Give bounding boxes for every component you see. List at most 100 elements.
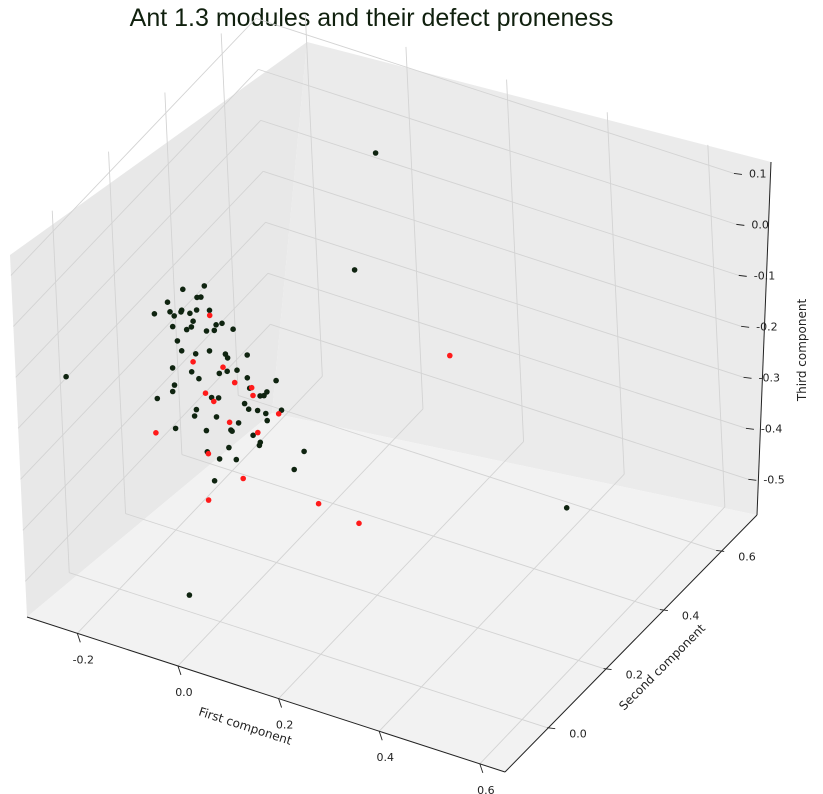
non-defective-point bbox=[213, 414, 220, 420]
left-pane bbox=[10, 42, 307, 617]
non-defective-point bbox=[241, 400, 248, 407]
x-tick-label: 0.0 bbox=[175, 686, 193, 699]
z-axis-label: Third component bbox=[795, 299, 809, 403]
non-defective-point bbox=[178, 348, 185, 354]
non-defective-point bbox=[201, 283, 208, 289]
x-tick-label: 0.4 bbox=[376, 751, 394, 764]
non-defective-point bbox=[224, 355, 231, 361]
defective-point bbox=[226, 419, 233, 426]
non-defective-point bbox=[203, 328, 210, 334]
non-defective-point bbox=[234, 367, 240, 374]
x-tick-mark bbox=[378, 731, 383, 741]
y-axis-line bbox=[504, 514, 758, 773]
z-tick-mark bbox=[743, 376, 752, 379]
non-defective-point bbox=[188, 324, 195, 330]
z-tick-mark bbox=[741, 325, 750, 328]
non-defective-point bbox=[203, 427, 210, 434]
non-defective-point bbox=[178, 307, 185, 314]
grid-line-y-floor bbox=[181, 454, 661, 610]
non-defective-point bbox=[291, 466, 298, 473]
grid-lines bbox=[10, 14, 749, 765]
z-tick-label: -0.2 bbox=[756, 320, 777, 333]
non-defective-point bbox=[193, 406, 200, 413]
non-defective-point bbox=[188, 369, 195, 375]
non-defective-point bbox=[193, 307, 200, 313]
non-defective-point bbox=[191, 413, 198, 419]
x-axis-line bbox=[26, 616, 506, 773]
non-defective-point bbox=[154, 395, 161, 402]
z-tick-label: 0.1 bbox=[749, 167, 767, 180]
non-defective-point bbox=[563, 505, 570, 511]
y-tick-mark bbox=[603, 668, 612, 671]
non-defective-point bbox=[174, 338, 181, 344]
grid-line-z-back bbox=[255, 17, 735, 174]
x-tick-label: -0.2 bbox=[73, 653, 94, 666]
grid-line-z-side bbox=[24, 323, 271, 582]
grid-line-y-side bbox=[51, 210, 70, 573]
non-defective-point bbox=[171, 313, 177, 319]
non-defective-point bbox=[171, 382, 178, 388]
non-defective-point bbox=[226, 444, 232, 451]
non-defective-point bbox=[164, 299, 171, 306]
defective-point bbox=[254, 429, 261, 436]
grid-line-z-back bbox=[263, 170, 742, 327]
grid-line-y-side bbox=[220, 33, 239, 396]
non-defective-point bbox=[235, 420, 242, 426]
grid-line-x-back bbox=[707, 144, 726, 507]
z-tick-label: -0.4 bbox=[761, 422, 782, 435]
non-defective-point bbox=[169, 388, 176, 395]
non-defective-point bbox=[256, 442, 263, 449]
z-tick-mark bbox=[736, 223, 745, 226]
y-tick-label: 0.2 bbox=[626, 669, 644, 682]
non-defective-point bbox=[190, 318, 196, 325]
y-tick-mark bbox=[547, 727, 556, 730]
z-tick-mark bbox=[748, 478, 757, 481]
defective-point bbox=[211, 398, 217, 405]
non-defective-point bbox=[351, 267, 358, 273]
non-defective-point bbox=[264, 417, 271, 424]
z-tick-mark bbox=[745, 427, 754, 430]
grid-line-z-back bbox=[267, 272, 747, 429]
tick-marks bbox=[76, 172, 757, 773]
non-defective-point bbox=[169, 365, 176, 371]
z-tick-label: -0.3 bbox=[759, 371, 780, 384]
y-tick-label: 0.0 bbox=[569, 728, 587, 741]
non-defective-point bbox=[230, 326, 236, 333]
defective-point bbox=[220, 364, 226, 371]
grid-line-y-side bbox=[108, 151, 127, 514]
defective-point bbox=[205, 450, 212, 457]
non-defective-point bbox=[213, 322, 219, 328]
non-defective-point bbox=[151, 311, 158, 317]
axes-lines bbox=[26, 161, 772, 773]
grid-line-x-back bbox=[405, 46, 424, 409]
grid-line-y-floor bbox=[69, 572, 548, 729]
x-tick-label: 0.6 bbox=[477, 784, 495, 794]
non-defective-point bbox=[187, 310, 193, 317]
non-defective-point bbox=[250, 432, 256, 439]
non-defective-point bbox=[216, 370, 223, 377]
non-defective-point bbox=[167, 309, 173, 315]
grid-line-z-back bbox=[270, 323, 749, 480]
z-tick-label: -0.1 bbox=[754, 269, 775, 282]
y-tick-mark bbox=[659, 609, 668, 611]
defective-point bbox=[153, 430, 159, 436]
grid-line-x-floor bbox=[378, 473, 625, 732]
non-defective-point bbox=[196, 375, 202, 382]
grid-line-z-side bbox=[20, 222, 266, 480]
chart-title: Ant 1.3 modules and their defect pronene… bbox=[129, 4, 614, 32]
non-defective-point bbox=[224, 368, 230, 375]
grid-line-z-back bbox=[258, 68, 737, 225]
defective-point bbox=[190, 359, 196, 365]
grid-line-x-back bbox=[506, 79, 525, 442]
grid-line-z-side bbox=[13, 69, 259, 327]
grid-line-y-floor bbox=[238, 395, 717, 551]
defective-point bbox=[447, 352, 453, 359]
grid-line-z-side bbox=[15, 120, 262, 378]
x-tick-mark bbox=[177, 665, 182, 676]
grid-line-y-side bbox=[164, 92, 183, 455]
data-points bbox=[63, 150, 570, 598]
y-tick-label: 0.4 bbox=[682, 610, 700, 623]
non-defective-point bbox=[245, 406, 252, 413]
z-tick-mark bbox=[733, 172, 743, 175]
non-defective-point bbox=[215, 395, 222, 401]
